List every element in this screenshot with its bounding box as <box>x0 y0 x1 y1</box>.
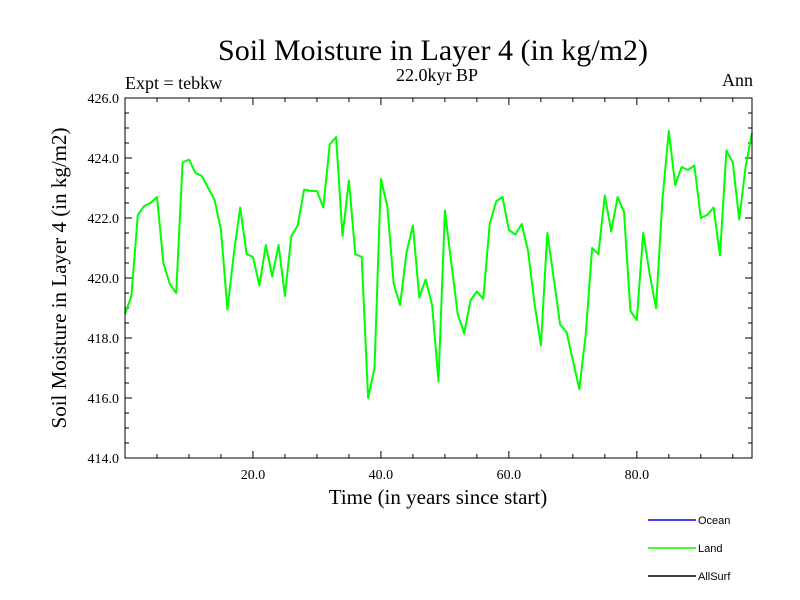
y-axis-label: Soil Moisture in Layer 4 (in kg/m2) <box>47 128 71 429</box>
legend-label-ocean: Ocean <box>698 515 730 527</box>
experiment-label: Expt = tebkw <box>125 73 222 93</box>
x-tick-label: 60.0 <box>497 468 522 483</box>
y-tick-label: 420.0 <box>88 272 120 287</box>
plot-frame <box>124 97 753 459</box>
legend: Ocean Land AllSurf <box>648 515 731 583</box>
series-layer <box>124 130 753 399</box>
legend-label-land: Land <box>698 543 722 555</box>
y-tick-label: 426.0 <box>88 92 120 107</box>
series-line-land <box>124 130 753 399</box>
x-axis-label: Time (in years since start) <box>329 485 548 509</box>
chart-title: Soil Moisture in Layer 4 (in kg/m2) <box>218 34 648 67</box>
season-label: Ann <box>722 70 753 90</box>
legend-label-allsurf: AllSurf <box>698 571 731 583</box>
y-tick-label: 414.0 <box>88 452 120 467</box>
y-tick-label: 422.0 <box>88 212 120 227</box>
y-tick-label: 416.0 <box>88 392 120 407</box>
y-tick-label: 418.0 <box>88 332 120 347</box>
y-tick-label: 424.0 <box>88 152 120 167</box>
x-tick-label: 40.0 <box>369 468 394 483</box>
x-tick-label: 20.0 <box>241 468 266 483</box>
x-tick-label: 80.0 <box>625 468 650 483</box>
period-label: 22.0kyr BP <box>396 65 478 85</box>
